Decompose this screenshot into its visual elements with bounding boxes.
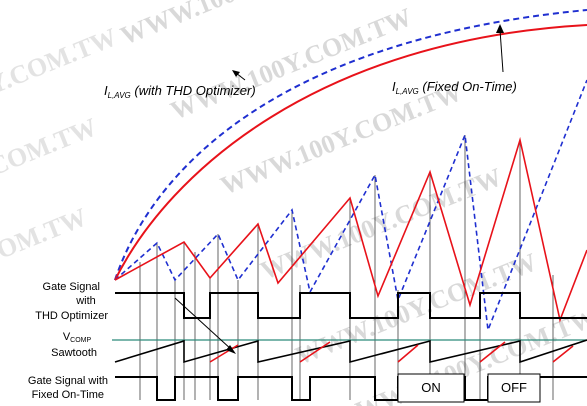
fixed-annotation-arrow [496, 24, 504, 73]
off-label: OFF [501, 380, 527, 395]
fixed-on-time-inductor-current [114, 79, 587, 331]
fixed-average-caption: (Fixed On-Time) [419, 79, 517, 94]
watermark-text: WWW.100Y.COM.TW [166, 2, 416, 125]
gate-fixed-label-line2: Fixed On-Time [32, 389, 104, 401]
thd-average-symbol: I [104, 83, 108, 98]
sawtooth-label: Sawtooth [51, 347, 97, 359]
gate-signal-thd-optimizer [115, 292, 587, 319]
sawtooth-reset-ramps [209, 341, 574, 363]
vcomp-symbol: V [63, 331, 71, 343]
fixed-average-label: IL,AVG (Fixed On-Time) [392, 79, 517, 96]
fixed-average-subscript: L,AVG [396, 87, 419, 96]
sawtooth-crossing-arrow [174, 297, 236, 354]
off-box: OFF [487, 373, 541, 403]
on-label: ON [421, 380, 441, 395]
thd-optimizer-average-curve [114, 24, 587, 281]
gate-signal-fixed-on-time [115, 376, 587, 401]
thd-annotation-arrow [232, 70, 246, 81]
watermark-text: WWW.100Y.COM.TW [0, 202, 91, 325]
vcomp-subscript: COMP [70, 337, 91, 344]
thd-average-caption: (with THD Optimizer) [131, 83, 256, 98]
row-labels: Gate Signal with THD Optimizer VCOMP Saw… [28, 281, 108, 401]
fixed-on-time-average-curve [114, 9, 587, 281]
thd-average-label: IL,AVG (with THD Optimizer) [104, 83, 256, 100]
thd-optimizer-inductor-current [114, 136, 587, 323]
on-box: ON [397, 373, 465, 403]
watermark-text: WWW.100Y.COM.TW [256, 162, 506, 285]
thd-average-subscript: L,AVG [108, 91, 131, 100]
gate-thd-label-line3: THD Optimizer [35, 310, 108, 322]
vcomp-label: VCOMP [63, 331, 92, 344]
gate-thd-label-line1: Gate Signal [43, 281, 100, 293]
sawtooth-ramps [114, 339, 587, 364]
fixed-average-symbol: I [392, 79, 396, 94]
gate-thd-label-line2: with [75, 295, 96, 307]
gate-fixed-label-line1: Gate Signal with [28, 375, 108, 387]
